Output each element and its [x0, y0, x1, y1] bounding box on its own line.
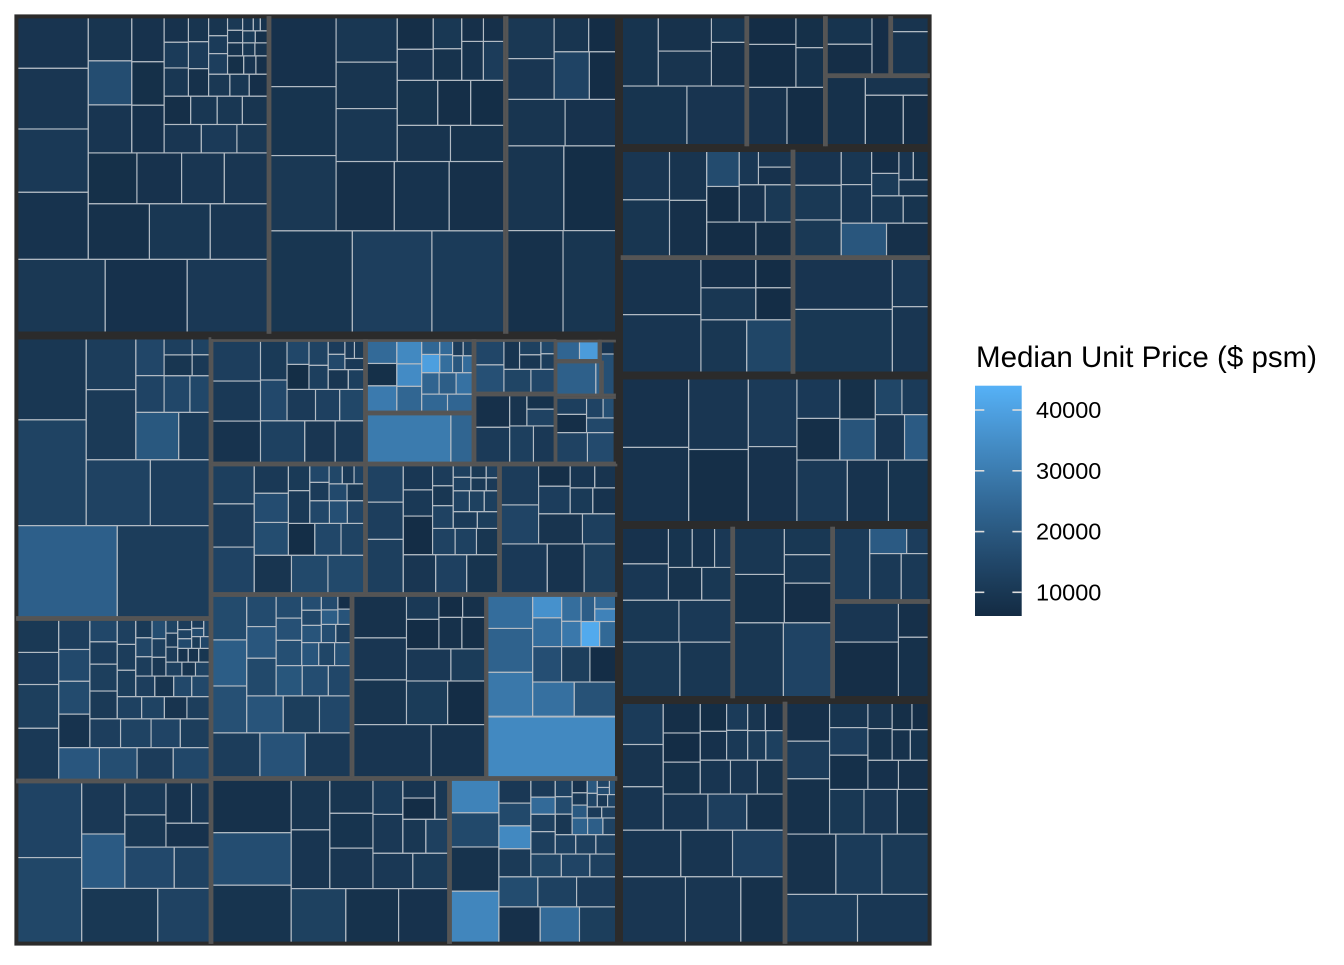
- svg-text:30000: 30000: [1036, 458, 1101, 484]
- svg-text:10000: 10000: [1036, 579, 1101, 605]
- svg-text:20000: 20000: [1036, 519, 1101, 545]
- svg-text:40000: 40000: [1036, 397, 1101, 423]
- svg-text:Median Unit Price ($ psm): Median Unit Price ($ psm): [976, 341, 1317, 374]
